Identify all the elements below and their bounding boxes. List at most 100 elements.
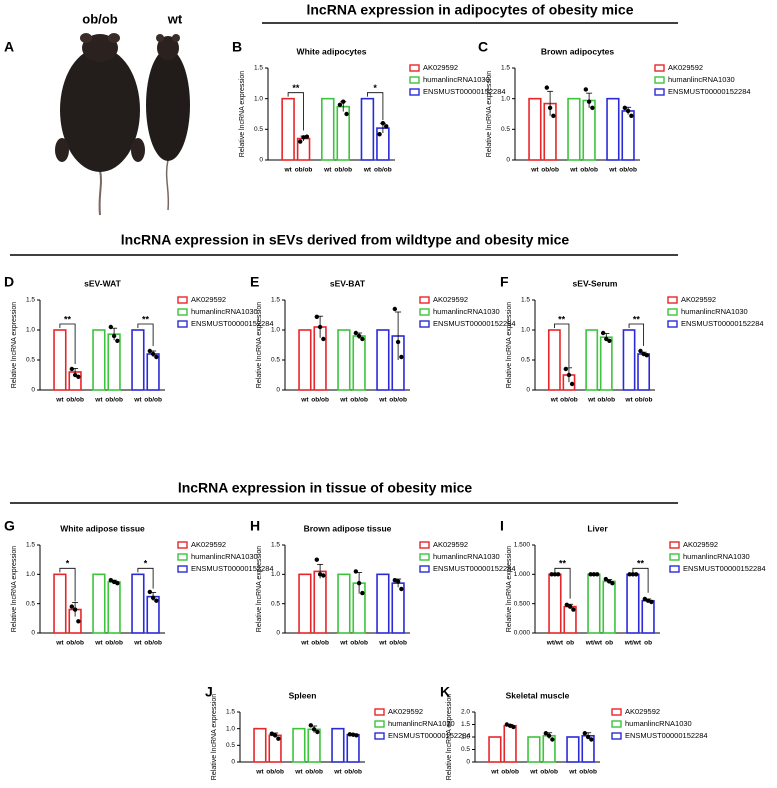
x-tick-label: wt (587, 397, 596, 404)
y-tick-label: 0 (466, 759, 470, 766)
bar (599, 336, 613, 391)
legend-swatch (611, 720, 622, 728)
chart-title: White adipocytes (297, 46, 367, 56)
y-tick-label: 0.5 (501, 126, 510, 133)
x-tick-label: ob/ob (105, 397, 123, 404)
legend-label: ENSMUST00000152284 (191, 319, 274, 328)
data-point (511, 724, 516, 730)
y-tick-label: 1.5 (26, 542, 35, 549)
legend-swatch (667, 308, 678, 316)
x-tick-label: wt (94, 397, 103, 404)
data-point (347, 732, 353, 737)
legend-swatch (419, 565, 430, 573)
legend-swatch (669, 553, 680, 561)
panel-letter: A (4, 39, 14, 55)
bar (626, 573, 640, 634)
bar (548, 573, 562, 634)
x-tick-label: ob/ob (580, 167, 598, 174)
legend-label: humanlincRNA1030 (191, 307, 258, 316)
sig-label: ** (292, 83, 300, 93)
x-tick-label: ob/ob (350, 397, 368, 404)
data-point (311, 727, 317, 732)
y-tick-label: 0 (31, 630, 35, 637)
data-point (384, 124, 389, 129)
y-tick-label: 1.0 (271, 327, 280, 334)
data-point (583, 87, 589, 92)
data-point (594, 572, 600, 577)
y-tick-label: 1.0 (26, 327, 35, 334)
data-point (356, 333, 362, 339)
data-point (564, 602, 570, 608)
x-tick-label: wt/wt (585, 640, 603, 647)
legend-label: AK029592 (681, 295, 716, 304)
data-point (638, 348, 643, 354)
sig-bracket (367, 92, 384, 121)
x-tick-label: wt (530, 167, 539, 174)
x-tick-label: ob/ob (266, 769, 284, 776)
x-tick-label: wt (569, 167, 578, 174)
panel-letter: F (500, 274, 509, 290)
legend-label: AK029592 (433, 540, 468, 549)
x-tick-label: wt (133, 397, 142, 404)
legend-swatch (654, 76, 665, 84)
data-point (649, 599, 654, 605)
bar (547, 329, 561, 391)
data-point (627, 572, 632, 577)
data-point (547, 105, 553, 111)
sig-label: ** (142, 314, 150, 324)
panel-letter: E (250, 274, 259, 290)
data-point (298, 139, 303, 144)
data-point (354, 733, 359, 738)
y-tick-label: 0 (259, 157, 263, 164)
bar (298, 573, 312, 634)
x-tick-label: wt (339, 640, 348, 647)
data-point (317, 324, 323, 330)
data-point (72, 607, 78, 612)
data-point (360, 590, 365, 596)
y-tick-label: 0 (276, 387, 280, 394)
x-tick-label: ob (605, 640, 613, 647)
x-tick-label: wt (624, 397, 633, 404)
y-tick-label: 0 (231, 759, 235, 766)
x-tick-label: wt (363, 167, 372, 174)
legend-swatch (374, 732, 385, 740)
bar (337, 329, 351, 391)
chart-title: Brown adipocytes (541, 46, 614, 56)
sig-bracket (628, 323, 645, 346)
bar (585, 329, 599, 391)
bar (376, 573, 390, 634)
legend-label: humanlincRNA1030 (433, 552, 500, 561)
bar (131, 329, 145, 391)
y-tick-label: 1.5 (271, 542, 280, 549)
data-point (115, 580, 120, 586)
data-point (301, 135, 306, 140)
x-tick-label: wt/wt (546, 640, 564, 647)
data-point (154, 354, 159, 360)
data-point (350, 732, 356, 737)
y-tick-label: 1.0 (521, 327, 530, 334)
data-point (353, 569, 359, 574)
sig-label: ** (559, 559, 567, 569)
bar (602, 580, 616, 634)
bar (641, 599, 655, 634)
chart-title: sEV-WAT (84, 278, 121, 288)
sig-bracket (632, 567, 649, 593)
bar (376, 329, 390, 391)
section-title: lncRNA expression in adipocytes of obesi… (306, 2, 633, 18)
sig-bracket (287, 92, 304, 131)
data-point (76, 619, 81, 624)
y-tick-label: 1.5 (271, 297, 280, 304)
data-point (150, 595, 156, 600)
y-tick-label: 1.500 (514, 542, 531, 549)
bar (107, 581, 121, 634)
chart-title: Brown adipose tissue (304, 523, 392, 533)
x-tick-label: ob/ob (66, 640, 84, 647)
legend-label: humanlincRNA1030 (191, 552, 258, 561)
x-tick-label: ob/ob (389, 397, 407, 404)
data-point (607, 338, 612, 343)
x-tick-label: wt (300, 397, 309, 404)
x-tick-label: ob/ob (144, 397, 162, 404)
panel-letter: C (478, 39, 488, 55)
data-point (308, 723, 314, 728)
